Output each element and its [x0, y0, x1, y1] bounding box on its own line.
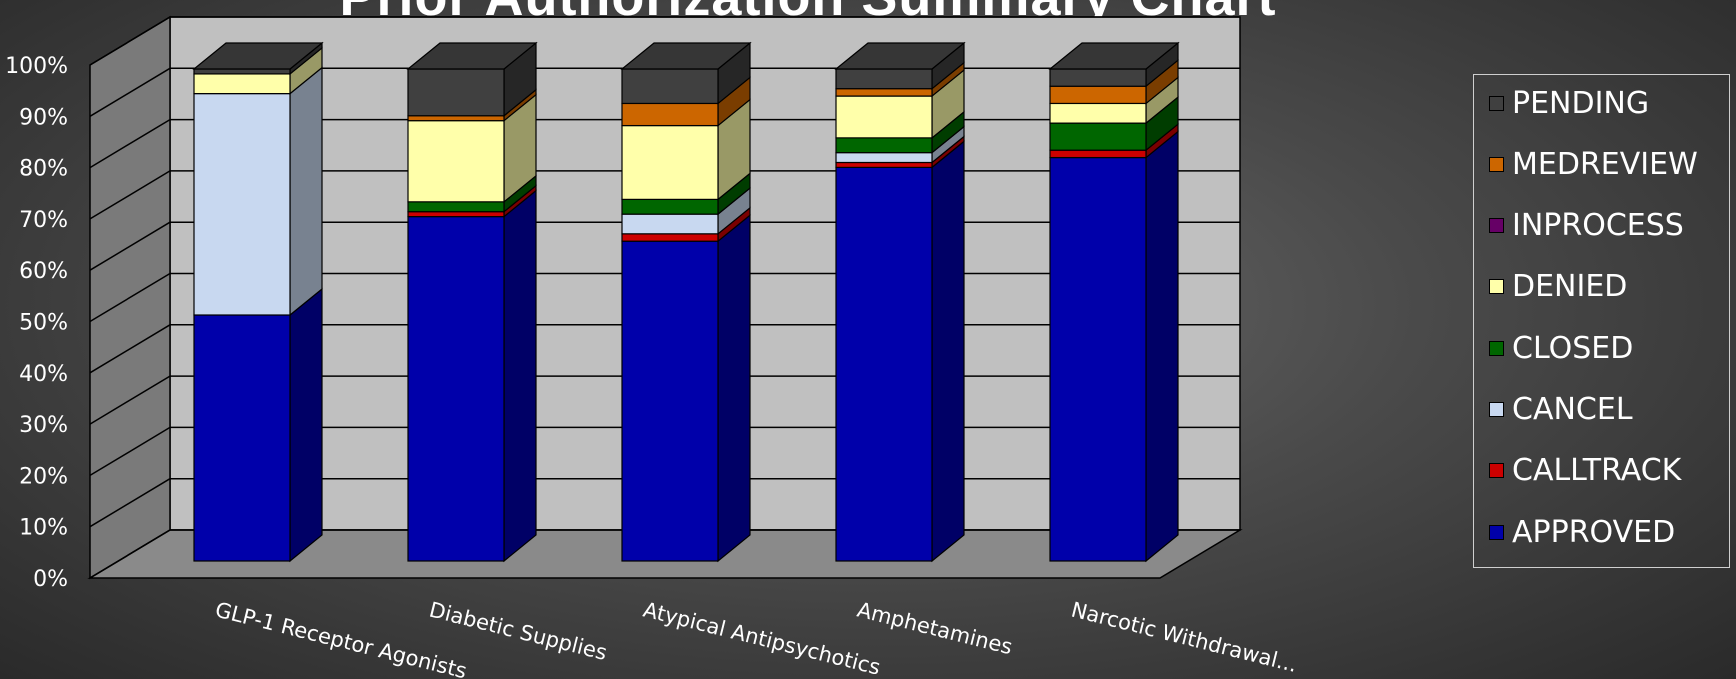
bar-segment [835, 166, 933, 562]
y-tick-label: 80% [19, 157, 68, 182]
bar-segment [193, 92, 291, 316]
y-tick-label: 10% [19, 516, 68, 541]
bar-segment [407, 115, 505, 122]
bar-side [289, 66, 323, 317]
gridline-side [89, 221, 171, 271]
bar-top [620, 42, 752, 70]
legend-swatch [1489, 524, 1504, 540]
y-tick-label: 50% [19, 311, 68, 336]
bar-segment [407, 201, 505, 213]
legend-item: CALLTRACK [1489, 453, 1682, 489]
x-tick-label: Atypical Antipsychotics [641, 598, 883, 679]
legend-item: MEDREVIEW [1489, 146, 1698, 182]
bar-segment [835, 152, 933, 164]
bar-segment [621, 68, 719, 105]
bar-side [717, 213, 751, 563]
bar-segment [1049, 68, 1147, 87]
legend-swatch [1489, 156, 1504, 172]
bar-segment [621, 240, 719, 562]
gridline-side [89, 529, 171, 579]
bar-side [289, 287, 323, 563]
legend-swatch [1489, 95, 1504, 111]
bar-segment [193, 73, 291, 95]
legend-label: CALLTRACK [1512, 453, 1682, 489]
gridline-side [89, 16, 171, 66]
bar-segment [407, 211, 505, 218]
legend-swatch [1489, 218, 1504, 234]
x-tick-label: Amphetamines [855, 598, 1015, 660]
bar-segment [1049, 122, 1147, 151]
legend-swatch [1489, 463, 1504, 479]
bar-top [834, 42, 966, 70]
gridline-side [89, 272, 171, 323]
bar-segment [621, 213, 719, 235]
bar-top [192, 42, 324, 70]
bar-top [406, 42, 538, 70]
bar-segment [835, 88, 933, 97]
bar-segment [835, 68, 933, 90]
y-tick-label: 30% [19, 413, 68, 438]
legend-item: DENIED [1489, 269, 1628, 305]
y-tick-label: 100% [5, 54, 68, 79]
bar-segment [407, 216, 505, 562]
bar-segment [835, 137, 933, 154]
y-tick-label: 20% [19, 464, 68, 489]
bar-segment [407, 120, 505, 203]
bar-side [1145, 130, 1179, 563]
legend-item: PENDING [1489, 85, 1650, 121]
gridline-side [89, 375, 171, 425]
legend-item: CLOSED [1489, 330, 1634, 366]
bar-segment [835, 95, 933, 139]
bar-side [931, 140, 965, 563]
legend-label: PENDING [1512, 85, 1650, 121]
bar-segment [193, 314, 291, 562]
y-tick-label: 0% [33, 567, 68, 592]
gridline-side [89, 67, 171, 117]
bar-segment [407, 68, 505, 117]
legend-item: INPROCESS [1489, 208, 1684, 244]
legend-label: DENIED [1512, 269, 1628, 305]
legend-label: CLOSED [1512, 330, 1634, 366]
legend-label: INPROCESS [1512, 208, 1684, 244]
gridline-side [89, 170, 171, 220]
y-tick-label: 60% [19, 259, 68, 284]
bar-top [1048, 42, 1180, 70]
bar-segment [1049, 149, 1147, 159]
bar-segment [621, 102, 719, 127]
legend-item: CANCEL [1489, 392, 1633, 427]
bar-side [503, 189, 537, 563]
legend-label: CANCEL [1512, 392, 1633, 427]
gridline-side [89, 478, 171, 528]
legend-label: APPROVED [1512, 514, 1676, 550]
y-tick-label: 70% [19, 208, 68, 233]
bar-segment [621, 233, 719, 242]
bar-segment [621, 198, 719, 215]
legend-label: MEDREVIEW [1512, 146, 1698, 182]
x-tick-label: Diabetic Supplies [427, 598, 610, 665]
bar-segment [621, 124, 719, 200]
legend-swatch [1489, 402, 1504, 417]
bar-segment [835, 161, 933, 168]
y-tick-label: 90% [19, 105, 68, 130]
bar-segment [193, 68, 291, 75]
gridline-side [89, 118, 171, 169]
chart-legend: PENDING MEDREVIEW INPROCESS DENIED CLOSED CAN… [1473, 74, 1730, 568]
x-tick-label: Narcotic Withdrawal... [1069, 598, 1300, 677]
gridline-side [89, 426, 171, 477]
bar-segment [1049, 156, 1147, 562]
legend-swatch [1489, 340, 1504, 356]
bar-segment [1049, 102, 1147, 124]
legend-item: APPROVED [1489, 514, 1676, 550]
legend-swatch [1489, 279, 1504, 295]
bar-segment [1049, 85, 1147, 105]
y-tick-label: 40% [19, 362, 68, 387]
gridline-side [89, 324, 171, 374]
